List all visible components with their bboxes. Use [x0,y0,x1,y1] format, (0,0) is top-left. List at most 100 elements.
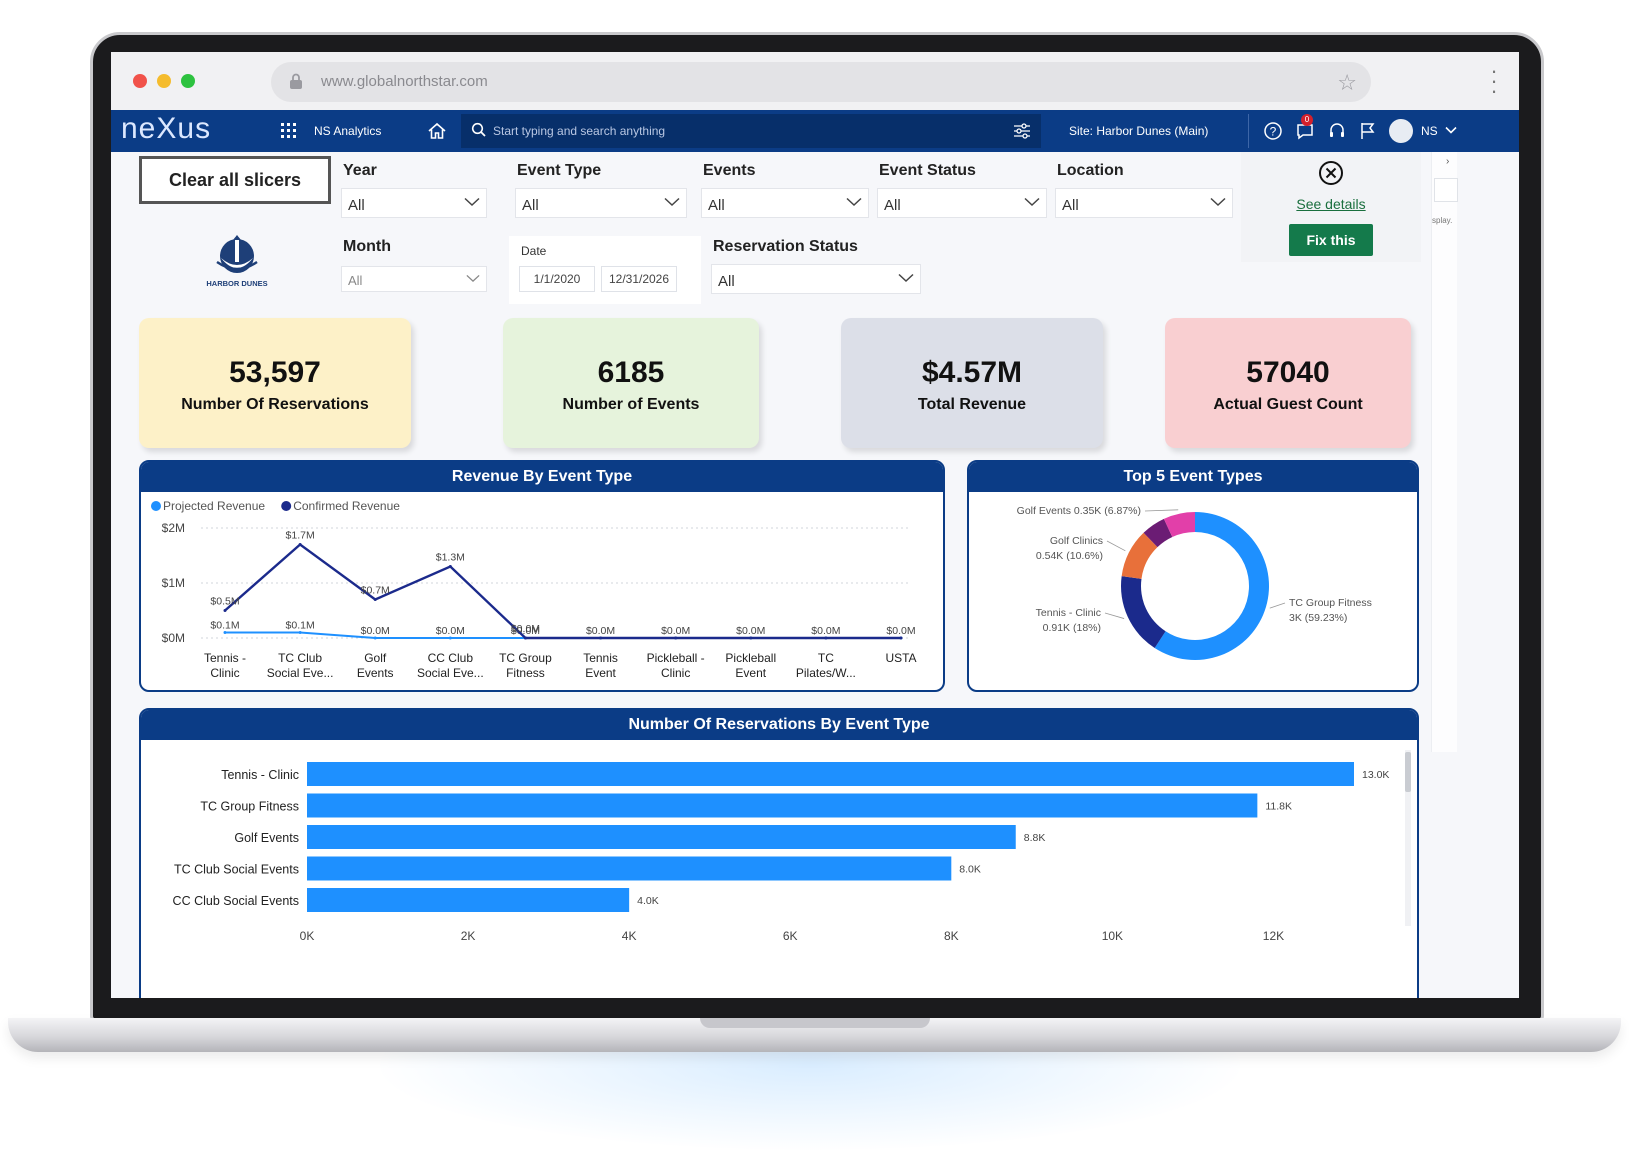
help-icon[interactable]: ? [1263,121,1283,141]
fix-this-button[interactable]: Fix this [1289,224,1373,256]
month-slicer[interactable]: All [341,266,487,292]
data-point [223,631,227,634]
messages-icon[interactable] [1295,121,1315,141]
header-divider [1248,114,1249,148]
end-date-input[interactable]: 12/31/2026 [601,266,677,292]
year-slicer[interactable]: All [341,188,487,218]
revenue-line-chart: Projected Revenue Confirmed Revenue $2M $1M… [151,499,917,680]
reservation-status-slicer-value: All [718,273,735,290]
data-point [749,636,753,640]
data-point [674,636,678,640]
data-point [298,631,302,634]
data-point [373,636,377,640]
see-details-link[interactable]: See details [1296,196,1366,212]
close-window-dot[interactable] [133,74,147,88]
events-slicer[interactable]: All [701,188,869,218]
start-date-input[interactable]: 1/1/2020 [519,266,595,292]
donut-slice [1121,532,1158,579]
kpi-label: Number of Events [562,396,700,413]
kpi-label: Number Of Reservations [181,396,369,413]
chevron-down-icon [846,197,862,207]
kpi-card-events[interactable]: 6185 Number of Events [503,318,759,448]
category-label: TC Club Social Events [174,863,299,877]
x-tick-label: 6K [783,929,798,943]
data-label: $0.0M [811,625,840,637]
pane-expand-icon[interactable]: › [1446,156,1450,167]
legend-label: Confirmed Revenue [293,499,400,513]
nexus-logo[interactable]: neXus [121,112,212,145]
event-types-donut-chart: TC Group Fitness 3K (59.23%) Tennis - Clin… [1017,505,1372,660]
legend-marker [151,501,161,511]
minimize-window-dot[interactable] [157,74,171,88]
event-type-slicer-label: Event Type [517,162,602,179]
app-grid-icon[interactable] [281,123,296,138]
kpi-card-reservations[interactable]: 53,597 Number Of Reservations [139,318,411,448]
side-filter-pane: › splay. [1431,152,1458,752]
address-bar[interactable]: www.globalnorthstar.com ☆ [271,62,1371,102]
user-initials[interactable]: NS [1421,124,1438,138]
bookmark-star-icon[interactable]: ☆ [1337,70,1357,95]
filter-sliders-icon[interactable] [1013,123,1031,139]
x-tick-label: TC Pilates/W... [796,651,856,680]
top-5-event-types-visual[interactable]: Top 5 Event Types TC Group Fitness 3K (59… [967,460,1419,692]
headset-support-icon[interactable] [1327,121,1347,141]
pane-input[interactable] [1434,178,1458,202]
location-slicer[interactable]: All [1055,188,1233,218]
clear-all-slicers-button[interactable]: Clear all slicers [139,156,331,204]
data-point [824,636,828,640]
bar-value-label: 4.0K [637,895,659,907]
site-selector[interactable]: Site: Harbor Dunes (Main) [1069,124,1209,138]
month-slicer-value: All [348,273,363,288]
visual-title: Number Of Reservations By Event Type [141,710,1417,740]
chevron-down-icon [1210,197,1226,207]
user-menu-chevron-icon[interactable] [1445,126,1457,135]
reservations-bar-chart: Tennis - Clinic 13.0K TC Group Fitness 11.8… [173,750,1411,943]
date-slicer-label: Date [521,244,547,258]
category-label: Tennis - Clinic [221,768,299,782]
data-label: $0.0M [361,625,390,637]
data-label: $0.0M [661,625,690,637]
series-line-confirmed [224,542,901,640]
reservations-by-event-type-visual[interactable]: Number Of Reservations By Event Type Ten… [139,708,1419,998]
global-search[interactable]: Start typing and search anything [461,114,1041,148]
maximize-window-dot[interactable] [181,74,195,88]
revenue-by-event-type-visual[interactable]: Revenue By Event Type Projected Revenue C… [139,460,945,692]
close-circle-icon[interactable] [1318,160,1344,186]
data-label: $0.0M [436,625,465,637]
svg-text:?: ? [1270,125,1277,139]
event-status-slicer[interactable]: All [877,188,1047,218]
legend-label: Projected Revenue [163,499,265,513]
data-label: $0.5M [210,596,239,608]
data-point [223,609,227,612]
data-point [523,636,527,640]
events-slicer-label: Events [703,162,756,179]
event-type-slicer[interactable]: All [515,188,687,218]
date-slicer: Date 1/1/2020 12/31/2026 [509,236,701,304]
bar [307,793,1258,818]
data-point [899,636,903,640]
data-point [298,543,302,546]
donut-slice [1143,518,1173,548]
x-tick-label: 0K [300,929,315,943]
browser-menu-icon[interactable]: · · · [1490,58,1498,103]
kpi-card-revenue[interactable]: $4.57M Total Revenue [841,318,1103,448]
bar [307,825,1016,849]
kpi-value: 6185 [597,356,665,389]
y-tick-label: $1M [162,576,185,590]
module-name[interactable]: NS Analytics [314,124,382,138]
slice-label: Golf Clinics 0.54K (10.6%) [1036,535,1103,562]
screen: www.globalnorthstar.com ☆ · · · neXus NS A… [111,52,1519,998]
home-icon[interactable] [427,121,447,141]
reservation-status-slicer[interactable]: All [711,264,921,294]
data-label: $0.0M [736,625,765,637]
data-point [599,636,603,640]
bar [307,856,952,881]
flag-icon[interactable] [1359,121,1377,141]
donut-slice [1121,576,1166,649]
data-label: $1.3M [436,552,465,564]
kpi-card-guest-count[interactable]: 57040 Actual Guest Count [1165,318,1411,448]
donut-slice [1163,512,1195,538]
x-tick-label: CC Club Social Eve... [417,651,484,680]
avatar[interactable] [1389,119,1413,143]
data-label: $0.0M [586,625,615,637]
